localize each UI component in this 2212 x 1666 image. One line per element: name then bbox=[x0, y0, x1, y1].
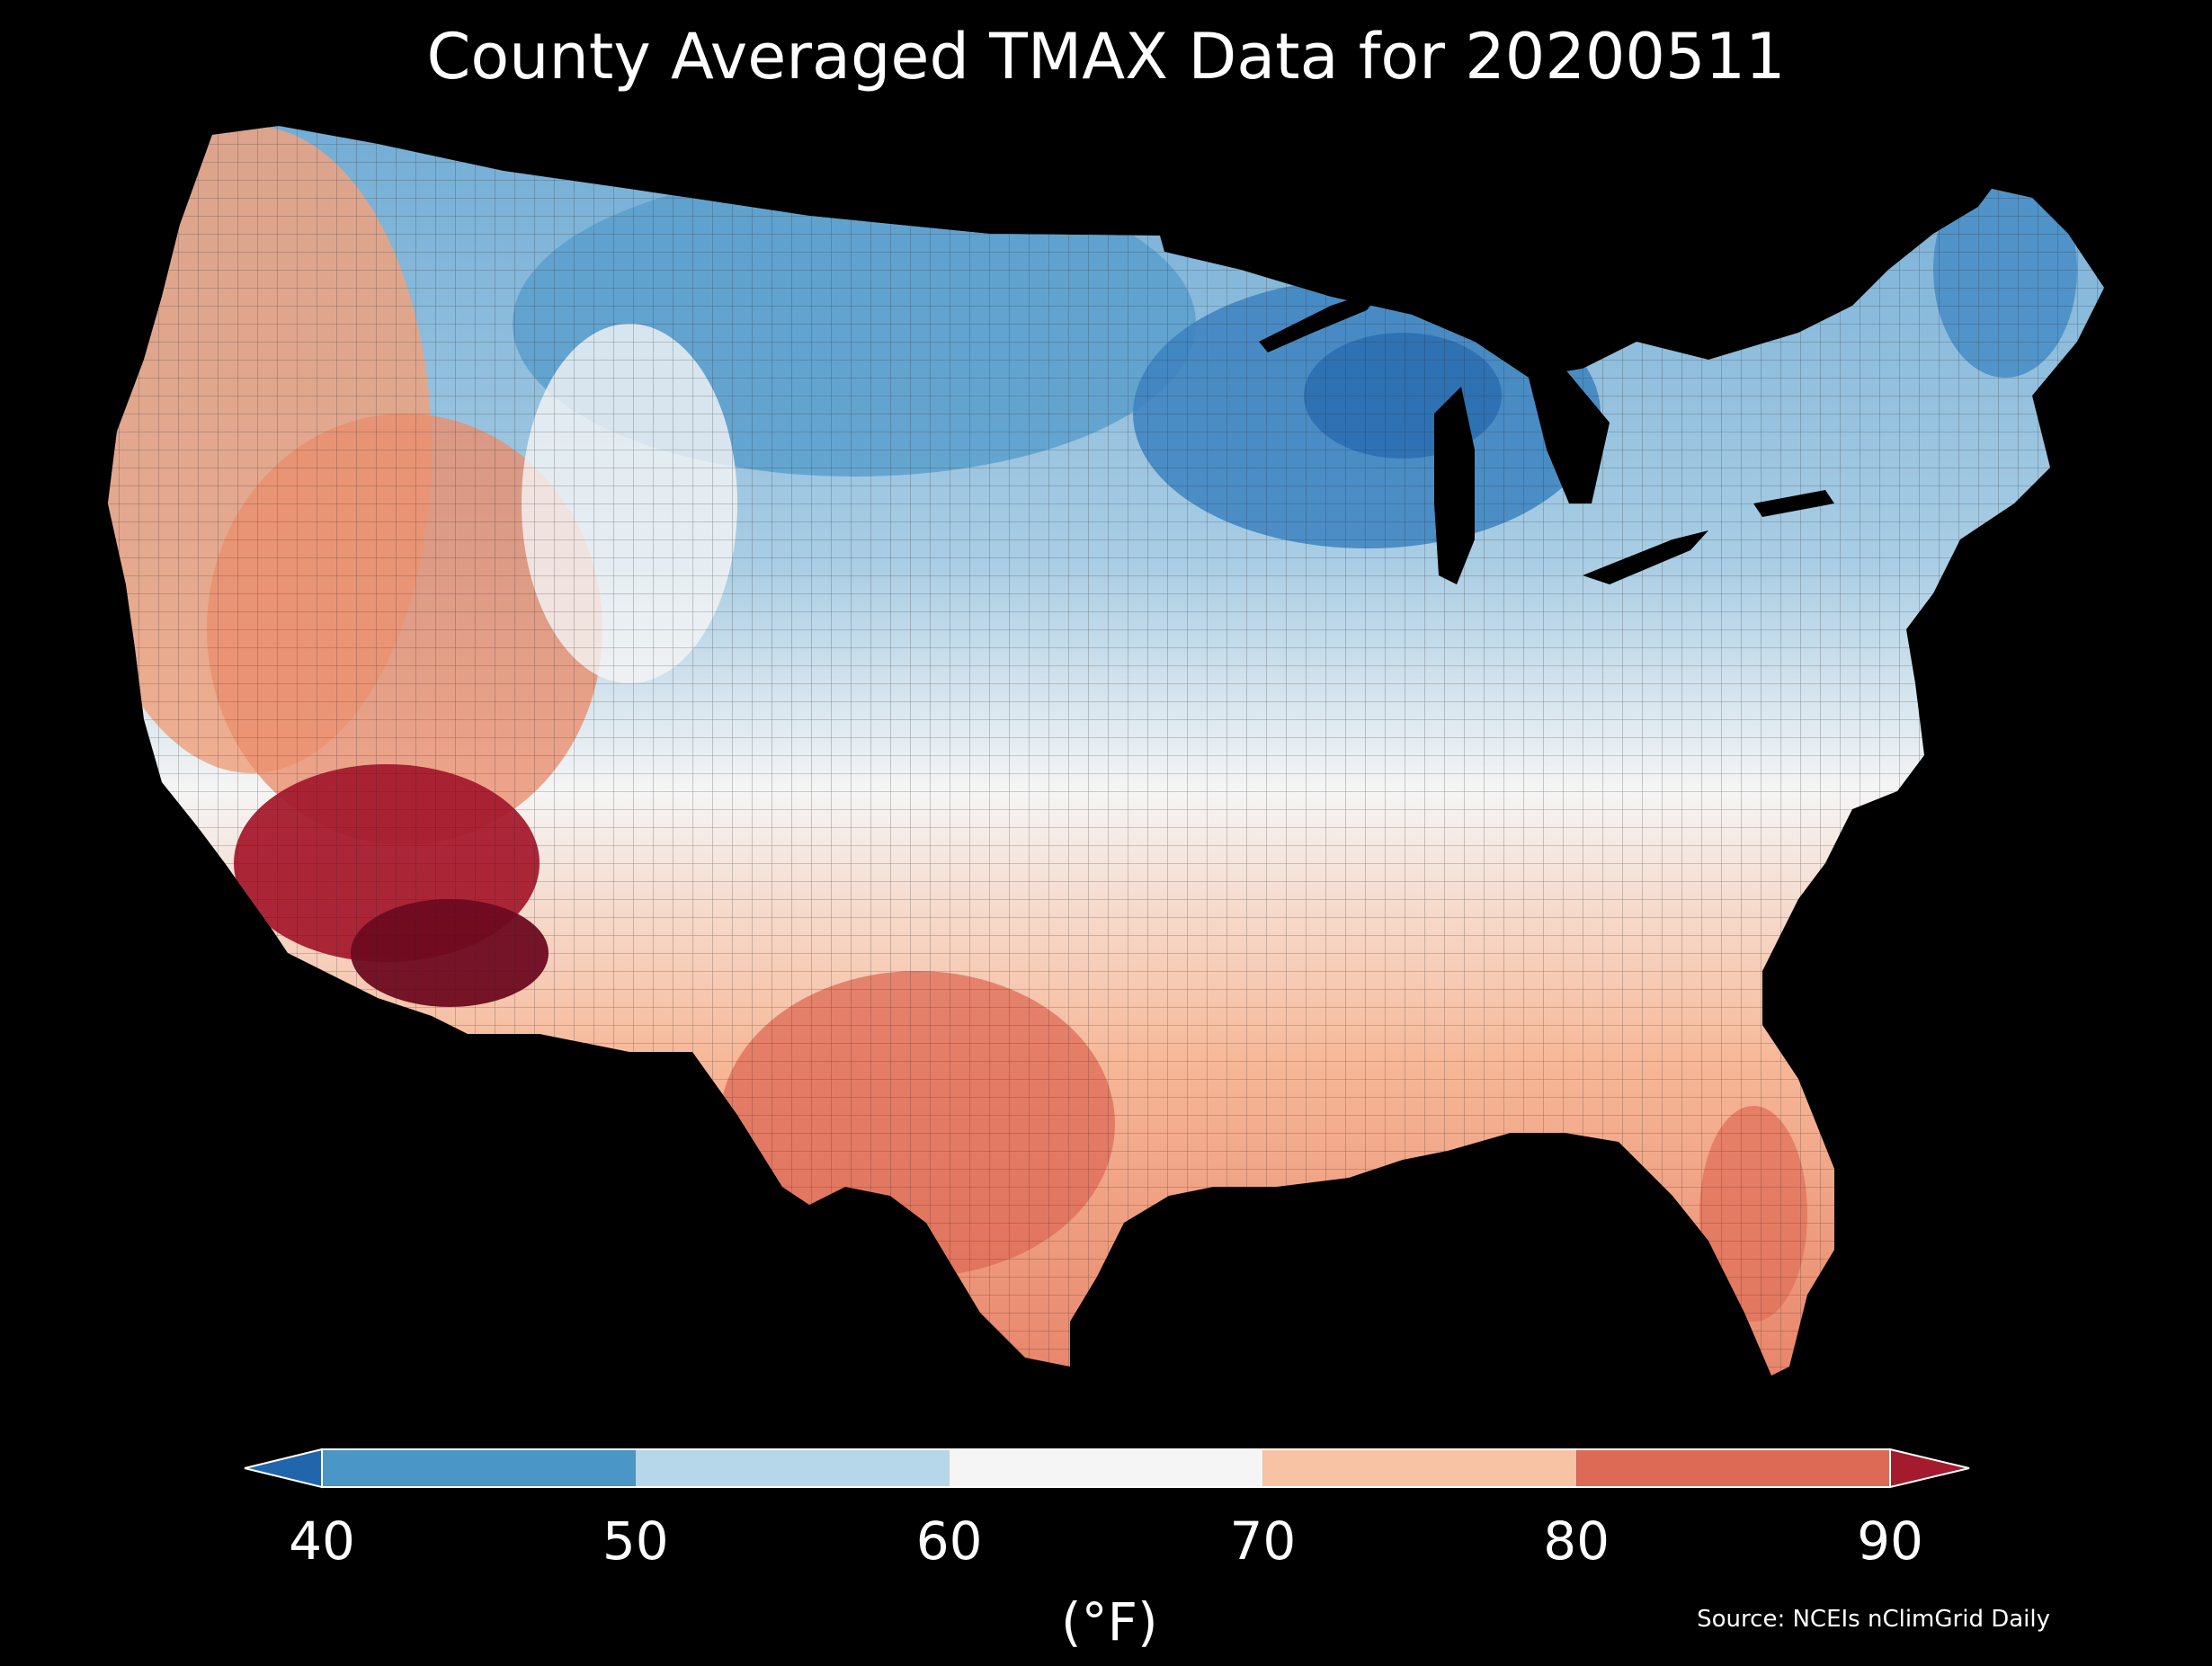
colorbar-bin-1 bbox=[635, 1449, 950, 1487]
colorbar-bin-0 bbox=[322, 1449, 636, 1487]
colorbar-tick-label: 40 bbox=[289, 1510, 355, 1572]
lake-michigan bbox=[1434, 387, 1475, 584]
source-note: Source: NCEIs nClimGrid Daily bbox=[1697, 1606, 2050, 1633]
lake-superior bbox=[1259, 288, 1385, 352]
lake-ontario bbox=[1753, 490, 1834, 517]
colorbar-over-arrow bbox=[1889, 1448, 1970, 1489]
colorbar-bin-3 bbox=[1262, 1449, 1577, 1487]
lake-erie bbox=[1583, 530, 1708, 584]
colorbar-label: (°F) bbox=[1061, 1591, 1158, 1653]
colorbar-under-arrow bbox=[244, 1448, 323, 1489]
chart-title: County Averaged TMAX Data for 20200511 bbox=[426, 20, 1786, 94]
lake-huron bbox=[1529, 369, 1610, 503]
colorbar-tick-label: 80 bbox=[1543, 1510, 1610, 1572]
colorbar-tick-label: 70 bbox=[1229, 1510, 1297, 1572]
colorbar-tick-label: 90 bbox=[1857, 1510, 1923, 1572]
colorbar-bin-4 bbox=[1576, 1449, 1890, 1487]
colorbar-tick-label: 50 bbox=[602, 1510, 669, 1572]
colorbar-tick-label: 60 bbox=[915, 1510, 983, 1572]
colorbar-bin-2 bbox=[949, 1449, 1263, 1487]
colorbar-outline bbox=[321, 1448, 1891, 1488]
